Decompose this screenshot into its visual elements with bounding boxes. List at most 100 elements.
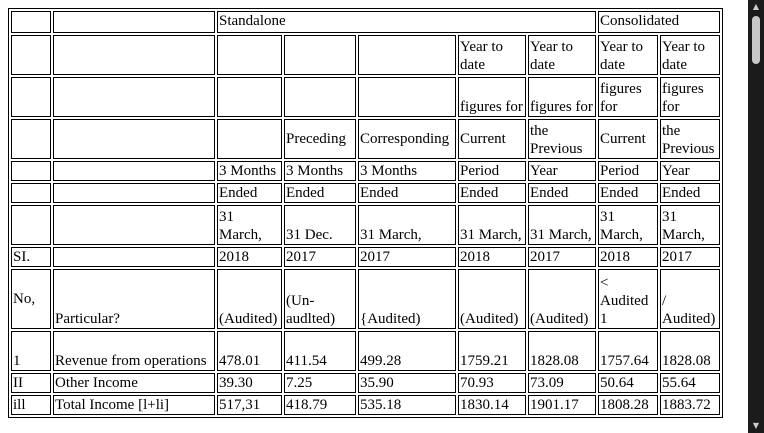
table-cell: 31 March,	[528, 205, 596, 245]
table-cell: 7.25	[284, 373, 356, 393]
table-cell: Current	[458, 119, 526, 159]
table-cell: (Audited)	[458, 269, 526, 329]
table-cell: 70.93	[458, 373, 526, 393]
table-cell: 2018	[458, 247, 526, 267]
scrollbar-thumb[interactable]	[752, 16, 760, 64]
table-cell: 31 Dec.	[284, 205, 356, 245]
standalone-header: Standalone	[217, 11, 596, 33]
table-cell	[53, 119, 215, 159]
table-cell: figures for	[528, 77, 596, 117]
table-cell: 73.09	[528, 373, 596, 393]
table-cell: Year to date	[660, 35, 720, 75]
table-cell: {Audited)	[358, 269, 456, 329]
table-cell: 50.64	[598, 373, 658, 393]
table-cell	[358, 77, 456, 117]
table-cell: Revenue from operations	[53, 331, 215, 371]
table-row: Ended Ended Ended Ended Ended Ended Ende…	[11, 183, 720, 203]
table-cell	[284, 35, 356, 75]
scroll-down-arrow-icon[interactable]: ▼	[748, 419, 764, 433]
table-row: II Other Income 39.30 7.25 35.90 70.93 7…	[11, 373, 720, 393]
table-cell: Preceding	[284, 119, 356, 159]
table-cell: Ended	[284, 183, 356, 203]
table-cell: ill	[11, 395, 51, 415]
table-cell: Ended	[528, 183, 596, 203]
table-cell: Total Income [l+li]	[53, 395, 215, 415]
table-cell: 31 March,	[660, 205, 720, 245]
table-cell: Particular?	[53, 269, 215, 329]
table-cell	[53, 247, 215, 267]
table-cell: 2017	[284, 247, 356, 267]
document-viewport: Standalone Consolidated Year to date Yea…	[0, 0, 748, 433]
table-cell: (Un-audlted)	[284, 269, 356, 329]
table-cell: 1	[11, 331, 51, 371]
table-cell: Year to date	[528, 35, 596, 75]
table-cell: Period	[598, 161, 658, 181]
table-cell: II	[11, 373, 51, 393]
table-cell: 3 Months	[284, 161, 356, 181]
table-cell: Current	[598, 119, 658, 159]
table-cell	[217, 119, 282, 159]
table-cell: 2017	[528, 247, 596, 267]
table-cell: 2018	[217, 247, 282, 267]
table-cell: 411.54	[284, 331, 356, 371]
table-cell	[53, 11, 215, 33]
table-cell	[11, 183, 51, 203]
table-cell: 2017	[358, 247, 456, 267]
table-cell: figures for	[458, 77, 526, 117]
table-cell: 31 March,	[458, 205, 526, 245]
table-row: SI. 2018 2017 2017 2018 2017 2018 2017	[11, 247, 720, 267]
table-cell: 31 March,	[598, 205, 658, 245]
scroll-up-arrow-icon[interactable]: ▲	[748, 0, 764, 14]
table-cell: 2017	[660, 247, 720, 267]
table-cell: Ended	[458, 183, 526, 203]
table-cell: 1828.08	[528, 331, 596, 371]
table-cell: 3 Months	[358, 161, 456, 181]
table-cell: 35.90	[358, 373, 456, 393]
table-cell: < Audited 1	[598, 269, 658, 329]
table-cell: Ended	[217, 183, 282, 203]
table-cell: the Previous	[528, 119, 596, 159]
table-cell: Ended	[358, 183, 456, 203]
table-cell: 31 March,	[358, 205, 456, 245]
table-cell: 3 Months	[217, 161, 282, 181]
table-row: 31 March, 31 Dec. 31 March, 31 March, 31…	[11, 205, 720, 245]
table-cell: 1830.14	[458, 395, 526, 415]
table-cell: 1757.64	[598, 331, 658, 371]
table-cell	[11, 161, 51, 181]
table-cell: (Audited)	[528, 269, 596, 329]
table-cell: 39.30	[217, 373, 282, 393]
table-cell: 478.01	[217, 331, 282, 371]
table-cell: 1883.72	[660, 395, 720, 415]
table-cell: Year	[660, 161, 720, 181]
financial-results-table: Standalone Consolidated Year to date Yea…	[8, 8, 723, 418]
table-row: ill Total Income [l+li] 517,31 418.79 53…	[11, 395, 720, 415]
vertical-scrollbar[interactable]: ▲ ▼	[748, 0, 764, 433]
table-cell: 517,31	[217, 395, 282, 415]
table-cell: / Audited)	[660, 269, 720, 329]
table-cell	[11, 77, 51, 117]
table-row: figures for figures for figures for figu…	[11, 77, 720, 117]
table-cell: Corresponding	[358, 119, 456, 159]
table-cell	[358, 35, 456, 75]
table-cell: Year to date	[598, 35, 658, 75]
table-cell: Period	[458, 161, 526, 181]
table-row: Standalone Consolidated	[11, 11, 720, 33]
table-cell: 31 March,	[217, 205, 282, 245]
table-row: Preceding Corresponding Current the Prev…	[11, 119, 720, 159]
table-cell: Year to date	[458, 35, 526, 75]
table-cell	[53, 183, 215, 203]
table-cell: 499.28	[358, 331, 456, 371]
table-row: 1 Revenue from operations 478.01 411.54 …	[11, 331, 720, 371]
table-cell: 55.64	[660, 373, 720, 393]
table-cell: Ended	[598, 183, 658, 203]
table-row: No, Particular? (Audited) (Un-audlted) {…	[11, 269, 720, 329]
table-cell: 1759.21	[458, 331, 526, 371]
table-cell	[11, 35, 51, 75]
table-cell: 1828.08	[660, 331, 720, 371]
table-cell: Ended	[660, 183, 720, 203]
table-cell	[53, 77, 215, 117]
consolidated-header: Consolidated	[598, 11, 720, 33]
table-cell: figures for	[598, 77, 658, 117]
table-cell: (Audited)	[217, 269, 282, 329]
table-cell: No,	[11, 269, 51, 329]
